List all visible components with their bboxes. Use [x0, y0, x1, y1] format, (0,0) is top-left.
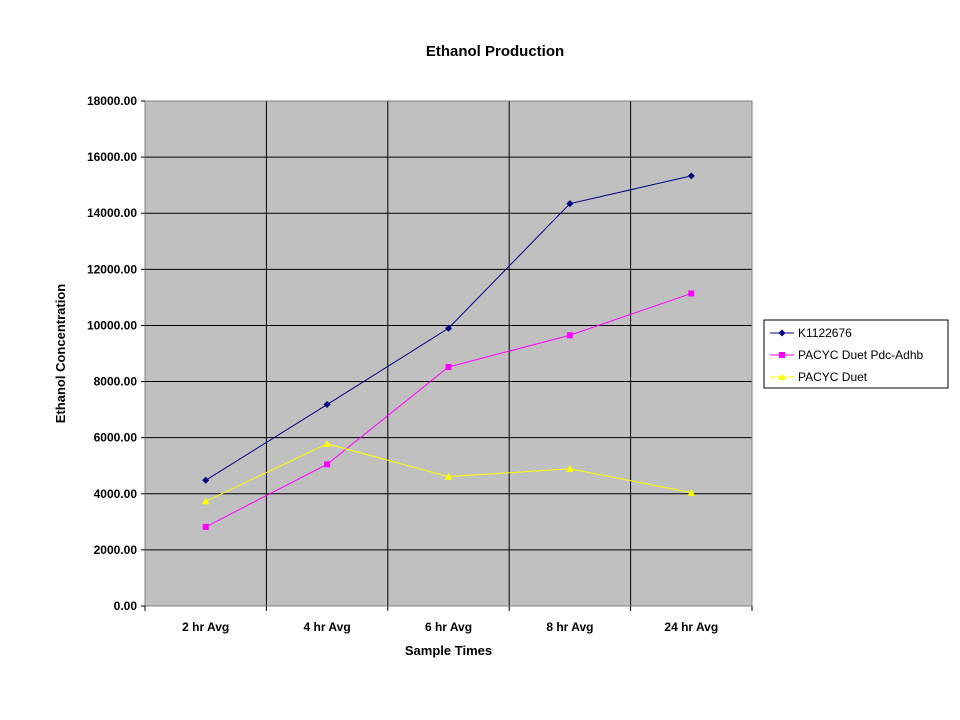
x-tick-label: 6 hr Avg	[425, 620, 472, 634]
legend-label: K1122676	[798, 326, 852, 340]
y-tick-label: 8000.00	[94, 375, 138, 389]
x-tick-label: 4 hr Avg	[304, 620, 351, 634]
data-point-triangle	[323, 440, 331, 447]
series-3	[201, 440, 696, 505]
x-axis-ticks: 2 hr Avg 4 hr Avg 6 hr Avg 8 hr Avg 24 hr Av…	[144, 606, 753, 634]
data-point-triangle	[566, 465, 574, 472]
data-point-triangle	[444, 472, 453, 480]
x-tick-label: 8 hr Avg	[546, 620, 593, 634]
y-tick-label: 14000.00	[87, 206, 137, 220]
data-point-diamond	[778, 329, 786, 337]
data-point-square	[566, 332, 573, 339]
data-point-diamond	[687, 172, 695, 180]
series-2	[202, 290, 695, 530]
y-axis-ticks: 0.00 2000.00 4000.00 6000.00 8000.00 10000.00…	[87, 94, 145, 613]
y-tick-label: 4000.00	[94, 487, 138, 501]
y-tick-label: 6000.00	[94, 431, 138, 445]
y-tick-label: 12000.00	[87, 262, 137, 276]
y-axis-title: Ethanol Concentration	[53, 284, 68, 423]
y-tick-label: 2000.00	[94, 543, 138, 557]
x-tick-label: 2 hr Avg	[182, 620, 229, 634]
legend-label: PACYC Duet	[798, 370, 868, 384]
y-tick-label: 16000.00	[87, 150, 137, 164]
plot-border	[144, 100, 753, 607]
x-axis-title: Sample Times	[405, 643, 492, 658]
data-point-diamond	[323, 401, 331, 409]
legend-item: K1122676	[770, 326, 852, 340]
x-tick-label: 24 hr Avg	[664, 620, 718, 634]
data-point-square	[324, 461, 331, 468]
data-point-diamond	[566, 200, 574, 208]
data-point-square	[445, 363, 452, 370]
y-tick-label: 18000.00	[87, 94, 137, 108]
plot-area	[144, 100, 753, 607]
series-lines	[201, 172, 696, 530]
legend-label: PACYC Duet Pdc-Adhb	[798, 348, 923, 362]
legend-box	[763, 319, 949, 389]
data-point-triangle	[778, 373, 786, 381]
data-point-square	[779, 352, 785, 358]
chart-title: Ethanol Production	[426, 43, 564, 60]
plot-background	[145, 101, 752, 606]
data-point-triangle	[201, 497, 210, 505]
data-point-diamond	[445, 324, 452, 332]
data-point-square	[202, 523, 209, 530]
legend-item: PACYC Duet Pdc-Adhb	[770, 348, 923, 362]
series-1	[202, 172, 695, 484]
y-tick-label: 10000.00	[87, 318, 137, 332]
legend: K1122676 PACYC Duet Pdc-Adhb PACYC Duet	[763, 319, 949, 389]
legend-item: PACYC Duet	[770, 370, 868, 384]
data-point-triangle	[687, 488, 696, 496]
data-point-square	[688, 290, 695, 297]
data-point-diamond	[202, 476, 210, 484]
y-tick-label: 0.00	[114, 599, 138, 613]
